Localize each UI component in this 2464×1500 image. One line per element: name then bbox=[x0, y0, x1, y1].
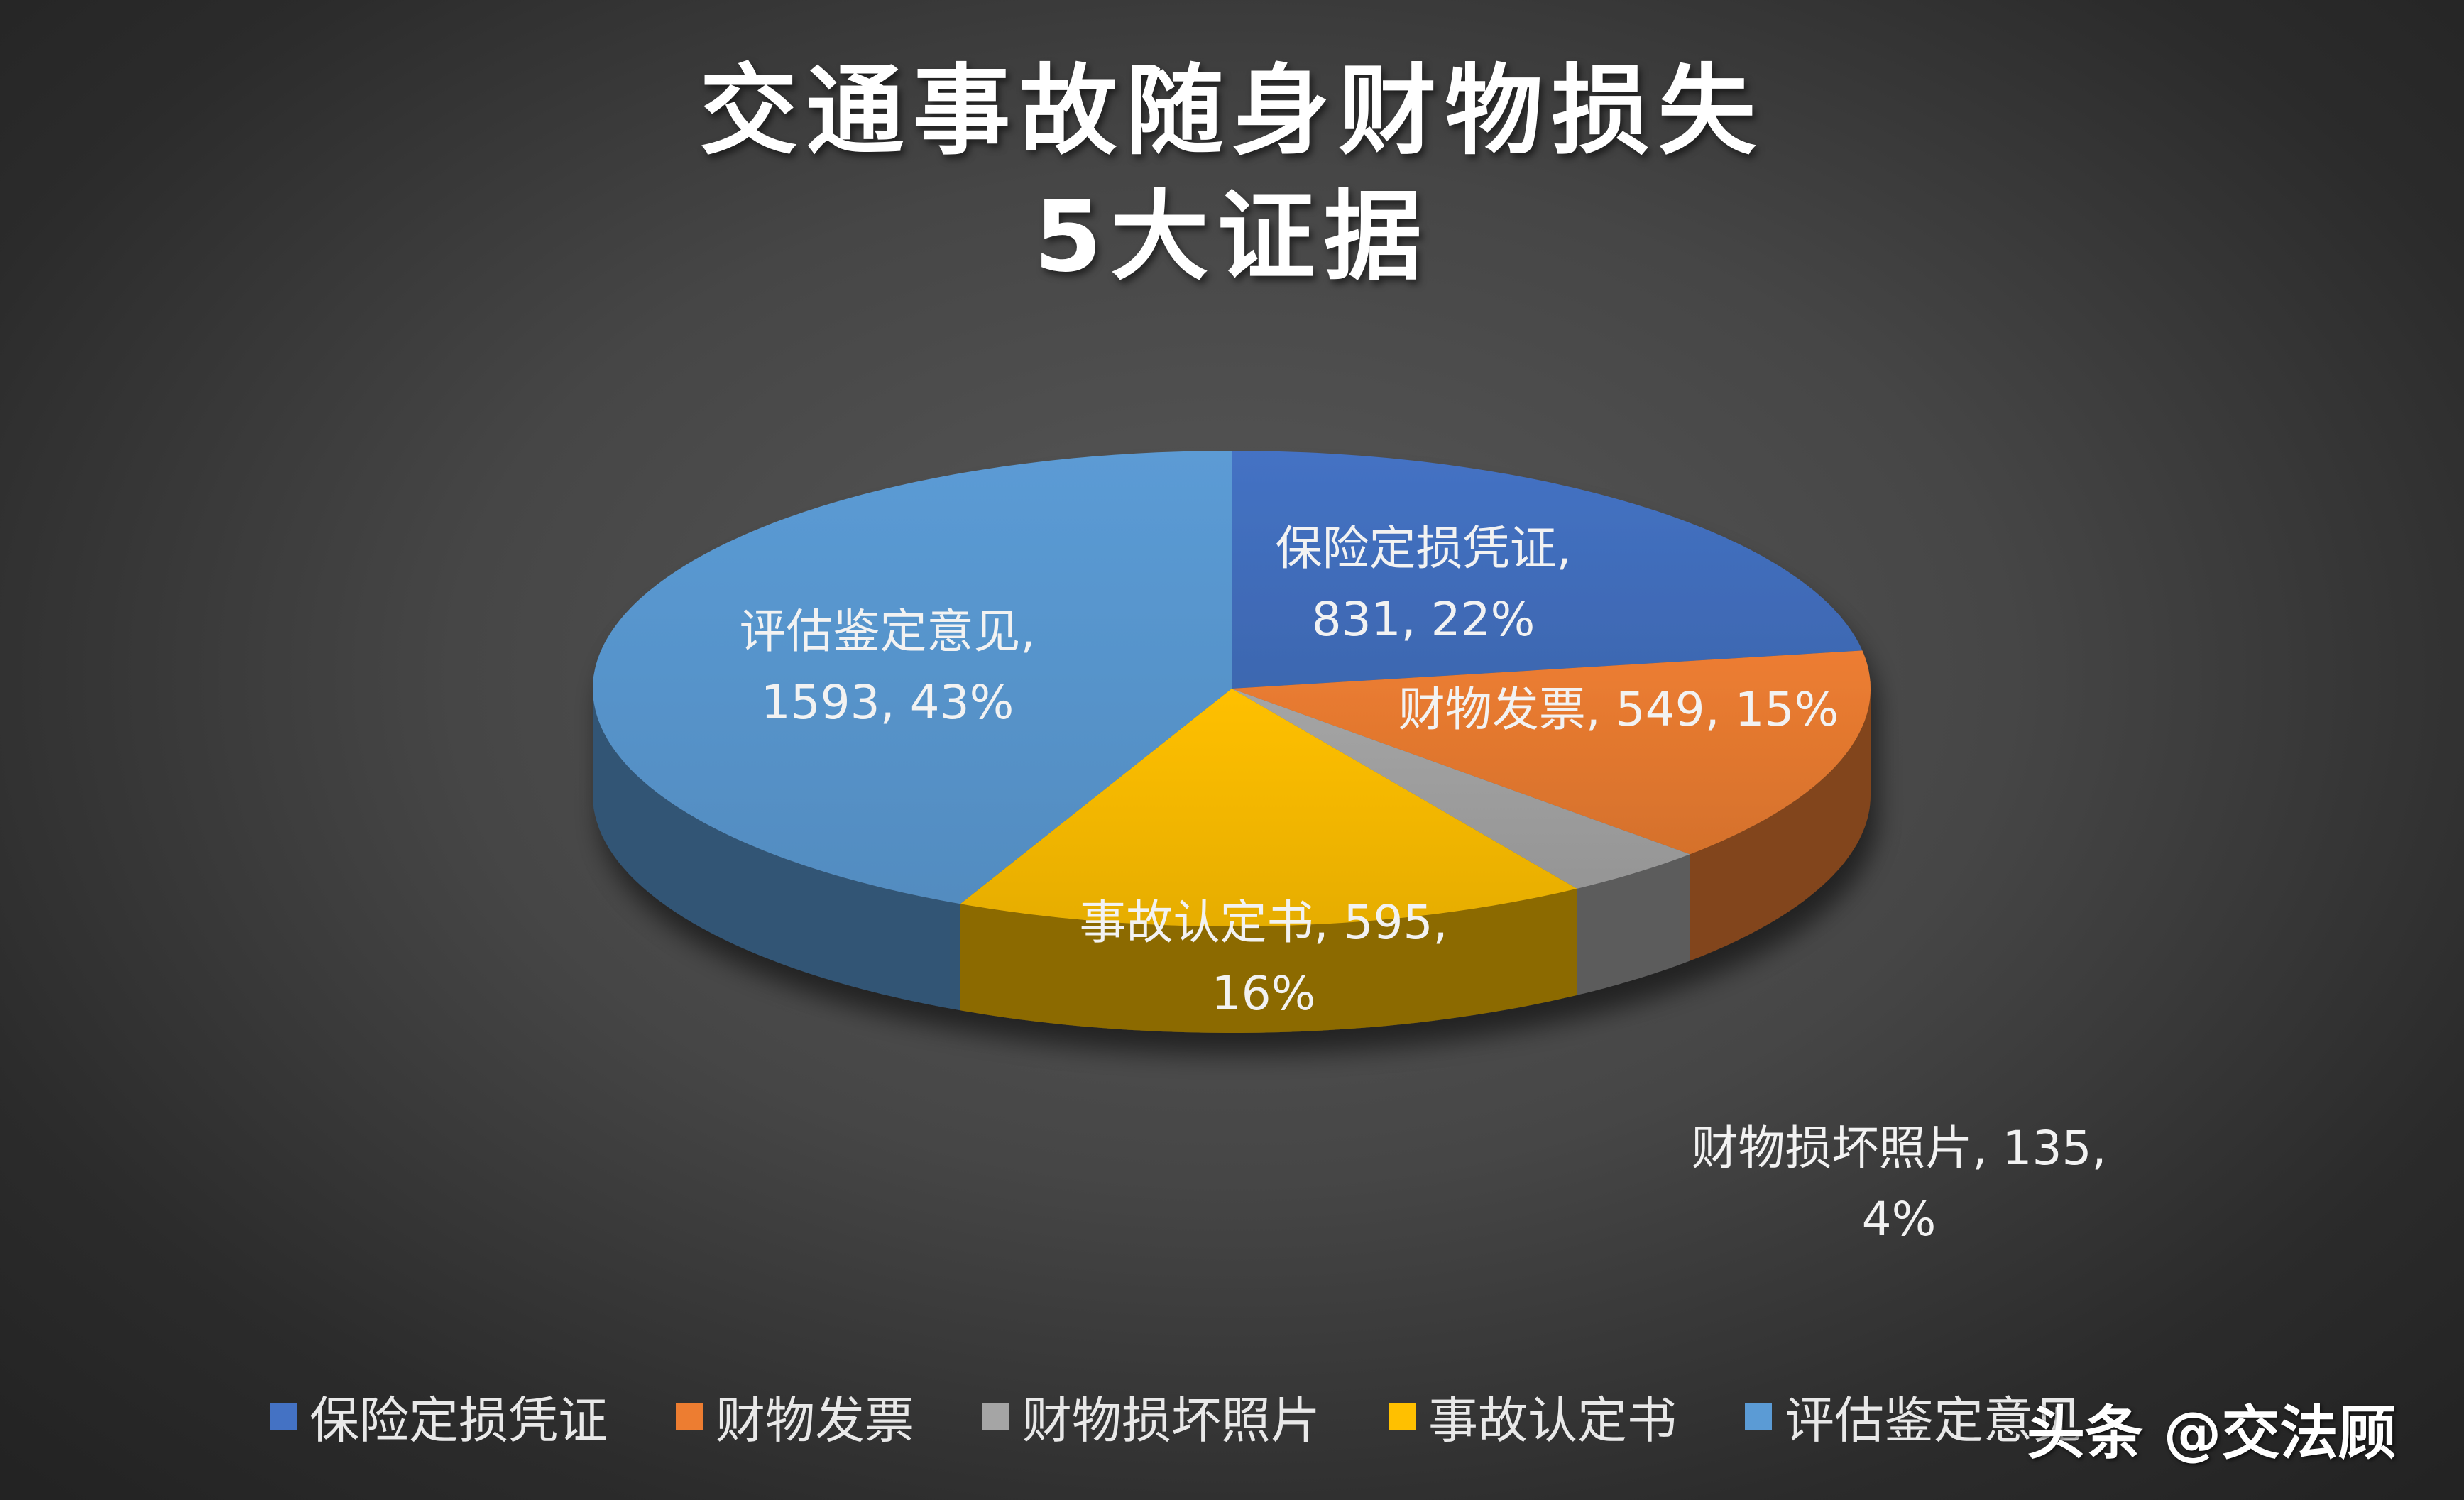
legend-label-1: 财物发票 bbox=[716, 1391, 914, 1450]
data-label-3: 事故认定书, 595, 16% bbox=[1080, 895, 1448, 1021]
data-label-1: 财物发票, 549, 15% bbox=[1398, 682, 1839, 737]
legend-swatch-3 bbox=[1389, 1403, 1416, 1430]
legend-label-0: 保险定损凭证 bbox=[310, 1391, 608, 1450]
legend-item-0: 保险定损凭证 bbox=[270, 1381, 608, 1452]
legend-item-2: 财物损坏照片 bbox=[982, 1381, 1320, 1452]
pie-slice-0 bbox=[1232, 451, 1863, 689]
data-label-1-line-1: 财物发票, 549, 15% bbox=[1398, 682, 1839, 737]
data-label-2: 财物损坏照片, 135, 4% bbox=[1692, 1121, 2107, 1247]
legend-swatch-0 bbox=[270, 1403, 297, 1430]
legend-item-1: 财物发票 bbox=[676, 1381, 914, 1452]
pie-slice-2 bbox=[1232, 689, 1690, 889]
watermark: 头条 @交法顾 bbox=[2027, 1400, 2397, 1467]
legend-swatch-4 bbox=[1745, 1403, 1772, 1430]
pie-slice-side-4 bbox=[593, 689, 960, 1011]
legend-swatch-2 bbox=[982, 1403, 1009, 1430]
legend-item-3: 事故认定书 bbox=[1389, 1381, 1677, 1452]
data-label-2-line-1: 财物损坏照片, 135, bbox=[1692, 1121, 2107, 1176]
data-label-4: 评估鉴定意见, 1593, 43% bbox=[740, 604, 1036, 730]
data-label-0: 保险定损凭证, 831, 22% bbox=[1276, 521, 1572, 647]
pie-slice-1 bbox=[1232, 650, 1871, 855]
data-label-0-line-1: 保险定损凭证, bbox=[1276, 521, 1572, 576]
legend-swatch-1 bbox=[676, 1403, 703, 1430]
chart-legend: 保险定损凭证 财物发票 财物损坏照片 事故认定书 评估鉴定意见 bbox=[270, 1381, 2083, 1452]
data-label-4-line-2: 1593, 43% bbox=[761, 675, 1014, 730]
legend-item-4: 评估鉴定意见 bbox=[1745, 1381, 2083, 1452]
chart-title-line-2: 5大证据 bbox=[1034, 180, 1430, 294]
pie-slice-side-2 bbox=[1577, 854, 1690, 995]
pie-slice-side-3 bbox=[960, 888, 1577, 1033]
data-label-4-line-1: 评估鉴定意见, bbox=[740, 604, 1036, 659]
pie-slice-4 bbox=[593, 451, 1232, 904]
legend-label-3: 事故认定书 bbox=[1428, 1391, 1677, 1450]
pie-slice-3 bbox=[960, 689, 1577, 926]
data-label-3-line-1: 事故认定书, 595, bbox=[1080, 895, 1448, 950]
data-label-3-line-2: 16% bbox=[1212, 966, 1316, 1021]
data-label-0-line-2: 831, 22% bbox=[1312, 592, 1535, 647]
chart-title-line-1: 交通事故随身财物损失 bbox=[699, 54, 1765, 168]
data-label-2-line-2: 4% bbox=[1862, 1192, 1937, 1247]
legend-label-4: 评估鉴定意见 bbox=[1785, 1391, 2083, 1450]
legend-label-2: 财物损坏照片 bbox=[1022, 1391, 1320, 1450]
pie-slice-side-1 bbox=[1690, 689, 1871, 961]
